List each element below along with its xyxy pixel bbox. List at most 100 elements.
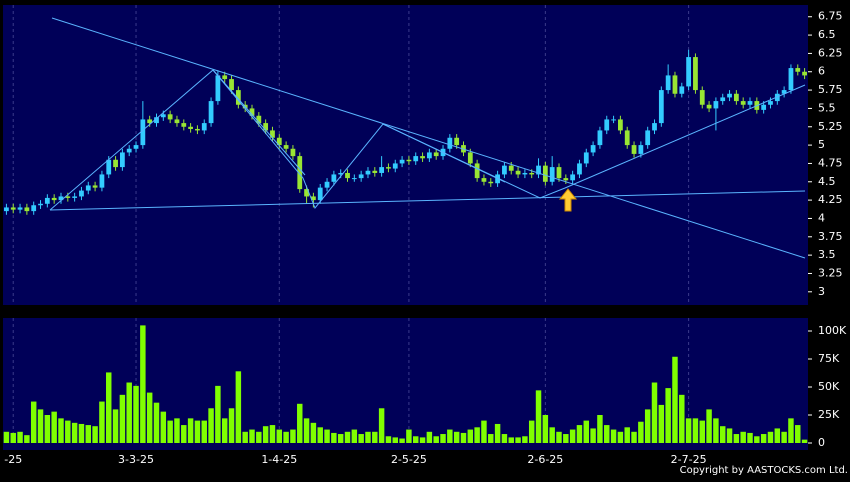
volume-bar — [126, 382, 132, 443]
candle-body — [781, 90, 787, 94]
volume-bar — [672, 356, 678, 443]
y-tick-label: 100K — [818, 324, 847, 337]
x-tick-label: 1-4-25 — [261, 453, 297, 466]
volume-bar — [378, 408, 385, 443]
candle-body — [577, 163, 582, 175]
volume-bar — [631, 431, 637, 443]
candle-body — [345, 172, 350, 179]
candle-body — [379, 167, 385, 173]
candle-body — [515, 170, 521, 175]
volume-bar — [597, 414, 603, 443]
candle-body — [638, 145, 644, 154]
volume-bar — [92, 426, 98, 443]
volume-bar — [17, 431, 23, 443]
volume-bar — [99, 401, 105, 443]
volume-bar — [249, 429, 255, 443]
candle-body — [99, 174, 105, 188]
volume-bar — [767, 431, 774, 443]
candle-body — [106, 159, 112, 175]
y-tick-label: 6 — [818, 65, 825, 78]
candle-body — [24, 207, 30, 212]
trendline — [51, 17, 806, 259]
volume-bar — [460, 432, 467, 443]
trendline — [382, 123, 506, 183]
volume-bar — [413, 436, 419, 443]
candle-body — [420, 156, 425, 159]
candle-body — [645, 130, 651, 146]
volume-bar — [719, 426, 726, 443]
volume-bar — [317, 427, 323, 443]
candle-body — [727, 93, 732, 98]
volume-bar — [65, 420, 71, 443]
candle-body — [406, 159, 412, 162]
candle-body — [454, 137, 460, 146]
candle-body — [58, 196, 64, 201]
candle-body — [658, 90, 664, 124]
candle-body — [4, 207, 9, 212]
volume-bar — [426, 431, 433, 443]
candle-body — [365, 170, 371, 175]
volume-bar — [488, 434, 494, 443]
candle-body — [195, 128, 200, 131]
volume-bar — [474, 427, 480, 443]
volume-bar — [331, 432, 337, 443]
y-tick-label: 4.75 — [818, 156, 843, 169]
volume-bar — [112, 409, 119, 443]
candle-body — [652, 123, 657, 131]
candle-body — [17, 207, 23, 210]
candle-body — [113, 159, 118, 168]
candle-body — [611, 119, 616, 121]
candle-body — [679, 86, 685, 94]
candle-body — [188, 126, 193, 129]
candle-body — [44, 197, 50, 204]
volume-bar — [324, 429, 330, 443]
trendline — [49, 190, 806, 211]
candle-body — [733, 93, 739, 102]
trendlines — [49, 17, 806, 259]
candle-body — [747, 101, 753, 105]
volume-bar — [515, 437, 521, 443]
candle-body — [618, 119, 623, 131]
candle-body — [324, 181, 330, 188]
volume-bar — [665, 388, 671, 443]
volume-bar — [651, 382, 658, 443]
candle-body — [570, 174, 576, 181]
volume-bar — [262, 426, 269, 443]
y-tick-label: 3.75 — [818, 230, 843, 243]
candle-body — [147, 119, 153, 124]
volume-bar — [167, 420, 173, 443]
candle-body — [317, 187, 323, 201]
candle-body — [699, 90, 705, 105]
candle-body — [447, 137, 453, 149]
candle-body — [413, 156, 419, 162]
y-tick-label: 6.25 — [818, 46, 843, 59]
volume-bar — [181, 425, 187, 443]
volume-bar — [556, 431, 562, 443]
volume-bar — [344, 431, 351, 443]
candle-body — [392, 163, 398, 169]
y-tick-label: 25K — [818, 408, 840, 421]
candle-body — [65, 196, 71, 198]
volume-bar — [106, 372, 112, 443]
volume-bar — [563, 434, 569, 443]
y-tick-label: 50K — [818, 380, 840, 393]
candle-body — [351, 178, 357, 180]
volume-bar — [795, 425, 801, 443]
x-tick-label: 3-3-25 — [118, 453, 154, 466]
candle-body — [215, 75, 221, 102]
volume-bar — [685, 418, 692, 443]
candle-body — [201, 123, 207, 131]
x-tick-label: 2-6-25 — [527, 453, 563, 466]
volume-bar — [494, 423, 501, 443]
y-tick-label: 3.5 — [818, 248, 836, 261]
y-tick-label: 5.75 — [818, 83, 843, 96]
volume-bar — [569, 429, 576, 443]
volume-bar — [508, 437, 514, 443]
volume-bar — [303, 418, 310, 443]
volume-bar — [747, 432, 753, 443]
volume-bar — [160, 411, 167, 443]
volume-bar — [617, 431, 624, 443]
candle-body — [31, 205, 37, 212]
volume-bar — [801, 439, 808, 443]
